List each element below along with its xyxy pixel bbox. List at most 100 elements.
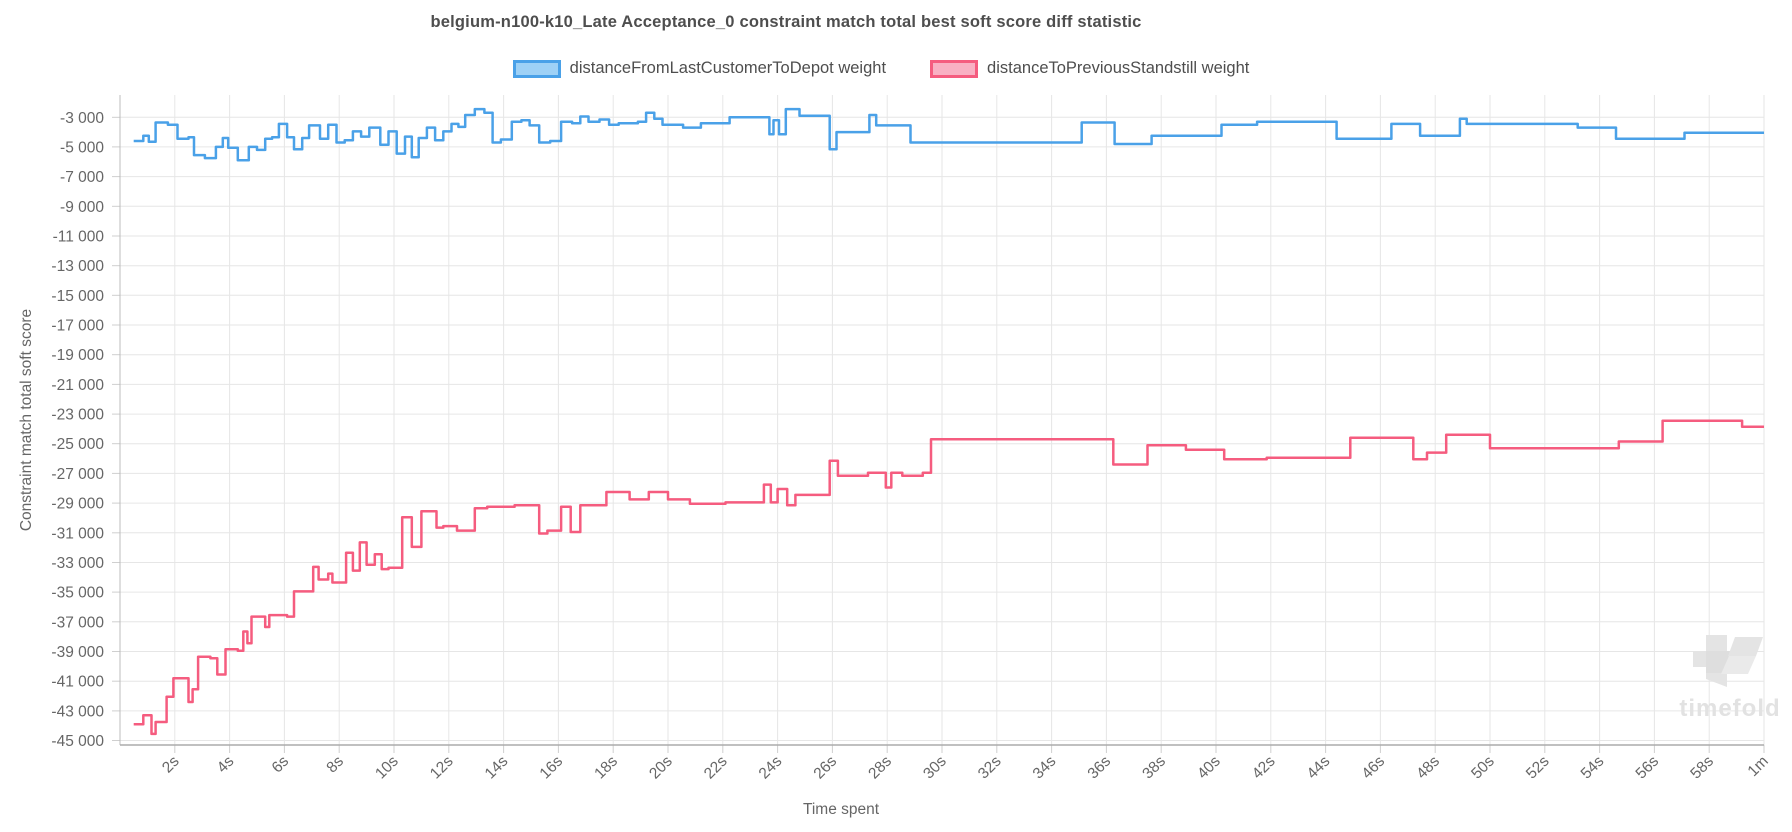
x-tick-label-group: 24s — [756, 753, 786, 783]
y-tick-label: -15 000 — [51, 288, 104, 305]
x-tick-label-group: 14s — [482, 753, 512, 783]
series-line-0 — [133, 107, 1764, 162]
x-tick-label-group: 58s — [1687, 753, 1717, 783]
x-tick-label-group: 34s — [1030, 753, 1060, 783]
legend-swatch-blue — [512, 59, 561, 78]
x-tick-label: 26s — [811, 753, 841, 783]
y-tick-label: -23 000 — [51, 407, 104, 424]
x-tick-label: 16s — [537, 753, 567, 783]
y-tick-label: -11 000 — [53, 229, 105, 246]
x-tick-label: 24s — [756, 753, 786, 783]
x-tick-label: 18s — [591, 753, 621, 783]
watermark-text: timefold — [1679, 695, 1780, 722]
legend: distanceFromLastCustomerToDepot weight d… — [0, 59, 1762, 78]
x-tick-label-group: 50s — [1468, 753, 1498, 783]
y-tick-label: -33 000 — [51, 555, 104, 572]
y-tick-label: -27 000 — [51, 466, 104, 483]
x-tick-label: 32s — [975, 753, 1005, 783]
grid-lines — [112, 95, 1765, 753]
x-tick-label-group: 30s — [920, 753, 950, 783]
y-axis-title: Constraint match total soft score — [18, 308, 35, 532]
legend-swatch-pink — [930, 59, 979, 78]
x-tick-label: 14s — [482, 753, 512, 783]
x-tick-label-group: 44s — [1304, 753, 1334, 783]
y-tick-label: -31 000 — [51, 525, 104, 542]
y-tick-label: -21 000 — [51, 377, 104, 394]
x-tick-label: 54s — [1578, 753, 1608, 783]
y-tick-label: -29 000 — [51, 496, 104, 513]
x-tick-label: 2s — [159, 753, 183, 777]
x-tick-label: 1m — [1745, 753, 1772, 780]
legend-item-distance-to-previous-standstill[interactable]: distanceToPreviousStandstill weight — [930, 59, 1249, 78]
data-series — [133, 107, 1764, 736]
x-tick-label-group: 10s — [372, 753, 402, 783]
x-axis-title: Time spent — [802, 801, 880, 818]
x-tick-label-group: 4s — [214, 753, 238, 777]
x-tick-label: 28s — [865, 753, 895, 783]
x-tick-label-group: 52s — [1523, 753, 1553, 783]
x-tick-label: 44s — [1304, 753, 1334, 783]
x-tick-label: 58s — [1687, 753, 1717, 783]
y-tick-label: -45 000 — [51, 733, 104, 750]
y-tick-label: -37 000 — [51, 614, 104, 631]
x-tick-label-group: 36s — [1085, 753, 1115, 783]
y-tick-label: -41 000 — [51, 674, 104, 691]
x-tick-label: 20s — [646, 753, 676, 783]
legend-item-distance-from-last-customer[interactable]: distanceFromLastCustomerToDepot weight — [512, 59, 887, 78]
x-tick-label-group: 22s — [701, 753, 731, 783]
x-tick-label-group: 18s — [591, 753, 621, 783]
x-tick-label-group: 2s — [159, 753, 183, 777]
y-tick-label: -43 000 — [51, 703, 104, 720]
chart-title: belgium-n100-k10_Late Acceptance_0 const… — [430, 13, 1142, 31]
x-tick-label: 36s — [1085, 753, 1115, 783]
x-tick-label-group: 1m — [1745, 753, 1772, 780]
y-tick-label: -7 000 — [60, 169, 104, 186]
x-tick-label-group: 6s — [269, 753, 293, 777]
x-tick-label-group: 28s — [865, 753, 895, 783]
y-tick-label: -5 000 — [60, 139, 104, 156]
y-tick-label: -13 000 — [51, 258, 104, 275]
x-tick-label-group: 46s — [1359, 753, 1389, 783]
x-tick-label-group: 12s — [427, 753, 457, 783]
legend-label: distanceFromLastCustomerToDepot weight — [569, 59, 887, 77]
x-tick-label: 4s — [214, 753, 238, 777]
x-tick-label-group: 26s — [811, 753, 841, 783]
series-line-1 — [133, 419, 1764, 736]
x-tick-label: 52s — [1523, 753, 1553, 783]
x-tick-label: 12s — [427, 753, 457, 783]
x-tick-label: 30s — [920, 753, 950, 783]
x-tick-label-group: 56s — [1633, 753, 1663, 783]
y-tick-label: -25 000 — [51, 436, 104, 453]
x-tick-label-group: 20s — [646, 753, 676, 783]
x-tick-label: 56s — [1633, 753, 1663, 783]
x-tick-label: 34s — [1030, 753, 1060, 783]
x-tick-label-group: 16s — [537, 753, 567, 783]
x-tick-label-group: 54s — [1578, 753, 1608, 783]
x-tick-label-group: 38s — [1139, 753, 1169, 783]
y-tick-label: -19 000 — [51, 347, 104, 364]
x-tick-label: 38s — [1139, 753, 1169, 783]
x-tick-label: 8s — [323, 753, 347, 777]
y-tick-label: -39 000 — [51, 644, 104, 661]
timefold-watermark: timefold — [1679, 635, 1780, 722]
y-tick-label: -35 000 — [51, 585, 104, 602]
x-tick-label: 10s — [372, 753, 402, 783]
x-tick-label: 48s — [1413, 753, 1443, 783]
x-tick-label-group: 40s — [1194, 753, 1224, 783]
x-tick-label: 46s — [1359, 753, 1389, 783]
x-tick-label-group: 48s — [1413, 753, 1443, 783]
x-tick-label: 50s — [1468, 753, 1498, 783]
y-tick-label: -3 000 — [60, 110, 104, 127]
x-tick-label-group: 42s — [1249, 753, 1279, 783]
x-tick-label: 42s — [1249, 753, 1279, 783]
x-tick-label-group: 8s — [323, 753, 347, 777]
y-tick-label: -9 000 — [60, 199, 104, 216]
timefold-logo-icon — [1693, 635, 1763, 687]
y-tick-label: -17 000 — [51, 318, 104, 335]
x-tick-label: 40s — [1194, 753, 1224, 783]
x-tick-label: 6s — [269, 753, 293, 777]
x-tick-label: 22s — [701, 753, 731, 783]
x-tick-label-group: 32s — [975, 753, 1005, 783]
